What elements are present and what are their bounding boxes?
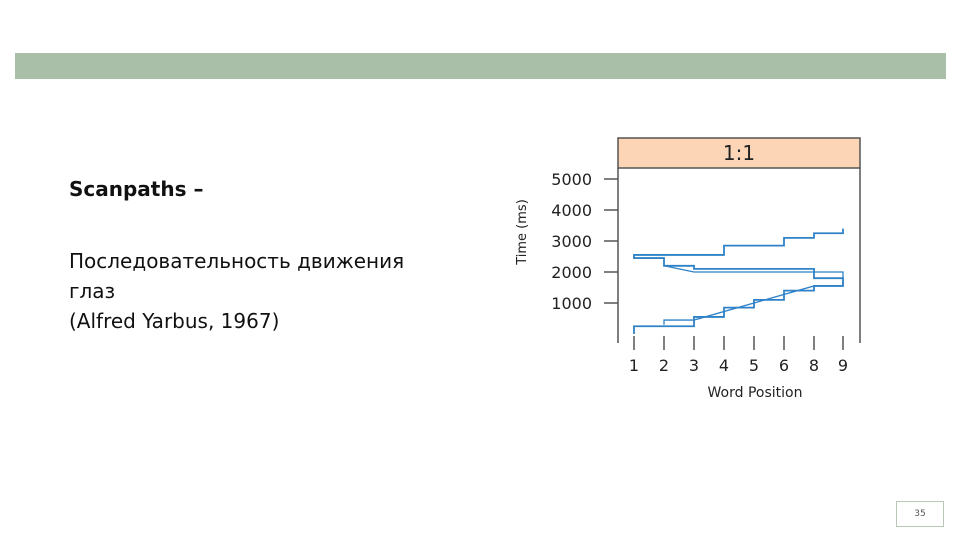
slide-title: Scanpaths – <box>69 177 204 201</box>
x-tick-label: 5 <box>749 356 759 375</box>
y-tick-label: 2000 <box>551 263 592 282</box>
x-tick-label: 1 <box>629 356 639 375</box>
y-tick-label: 3000 <box>551 232 592 251</box>
x-tick-label: 4 <box>719 356 729 375</box>
x-tick-label: 3 <box>689 356 699 375</box>
y-axis-label: Time (ms) <box>515 199 530 266</box>
x-tick-label: 2 <box>659 356 669 375</box>
chart-header-panel <box>617 137 861 169</box>
x-tick-label: 6 <box>779 356 789 375</box>
y-tick-label: 1000 <box>551 294 592 313</box>
page-number: 35 <box>896 501 944 527</box>
x-axis-label: Word Position <box>708 385 803 401</box>
body-line-3: (Alfred Yarbus, 1967) <box>69 309 280 333</box>
scanpath-line-1 <box>633 228 844 334</box>
body-line-1: Последовательность движения <box>69 249 405 273</box>
y-tick-label: 5000 <box>551 170 592 189</box>
scanpath-line-2 <box>663 265 844 325</box>
x-tick-label: 9 <box>838 356 848 375</box>
header-band <box>15 53 946 79</box>
slide-body: Последовательность движения глаз (Alfred… <box>69 246 489 336</box>
chart-title: 1:1 <box>723 141 755 165</box>
body-line-2: глаз <box>69 279 116 303</box>
x-tick-label: 8 <box>809 356 819 375</box>
y-tick-label: 4000 <box>551 201 592 220</box>
